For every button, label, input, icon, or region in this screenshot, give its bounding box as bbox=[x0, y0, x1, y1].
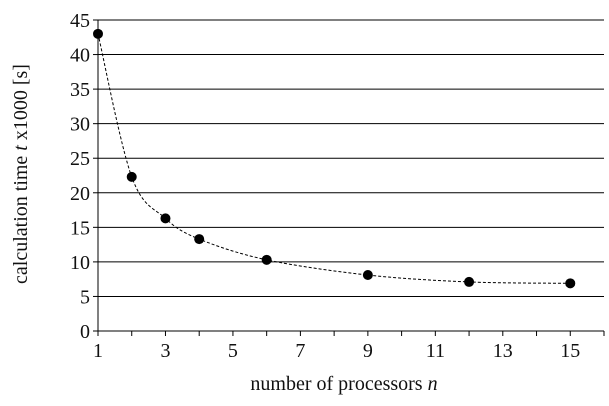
y-tick-label-5: 5 bbox=[80, 286, 90, 308]
y-axis-title-prefix: calculation time bbox=[10, 151, 32, 284]
y-tick-label-10: 10 bbox=[70, 252, 90, 274]
data-point-n9 bbox=[362, 270, 373, 281]
y-axis-title-variable: t bbox=[10, 145, 32, 151]
data-point-n2 bbox=[126, 171, 137, 182]
data-point-n1 bbox=[93, 28, 103, 39]
x-tick-label-11: 11 bbox=[426, 340, 445, 362]
y-tick-label-40: 40 bbox=[70, 45, 90, 67]
x-tick-label-13: 13 bbox=[493, 340, 513, 362]
data-point-n4 bbox=[194, 234, 205, 245]
x-tick-label-5: 5 bbox=[228, 340, 238, 362]
x-tick-label-1: 1 bbox=[93, 340, 103, 362]
x-tick-label-15: 15 bbox=[560, 340, 580, 362]
data-point-n12 bbox=[464, 276, 475, 287]
x-tick-label-3: 3 bbox=[160, 340, 170, 362]
y-tick-label-45: 45 bbox=[70, 10, 90, 32]
data-point-n3 bbox=[160, 213, 171, 224]
data-points bbox=[93, 28, 576, 289]
y-tick-label-0: 0 bbox=[80, 321, 90, 343]
y-axis-title: calculation time t x1000 [s] bbox=[10, 64, 32, 284]
axes bbox=[93, 19, 605, 336]
y-tick-label-15: 15 bbox=[70, 217, 90, 239]
y-axis-title-suffix: x1000 [s] bbox=[10, 64, 32, 145]
x-axis-title-variable: n bbox=[428, 373, 438, 395]
y-tick-label-25: 25 bbox=[70, 148, 90, 170]
x-axis-title-prefix: number of processors bbox=[250, 373, 427, 395]
grid-lines bbox=[98, 19, 604, 297]
y-tick-label-30: 30 bbox=[70, 114, 90, 136]
y-tick-label-20: 20 bbox=[70, 183, 90, 205]
data-point-n15 bbox=[565, 278, 576, 289]
data-point-n6 bbox=[261, 254, 272, 265]
x-tick-label-7: 7 bbox=[295, 340, 305, 362]
y-tick-label-35: 35 bbox=[70, 79, 90, 101]
x-axis-title: number of processors n bbox=[250, 373, 437, 395]
x-tick-label-9: 9 bbox=[363, 340, 373, 362]
